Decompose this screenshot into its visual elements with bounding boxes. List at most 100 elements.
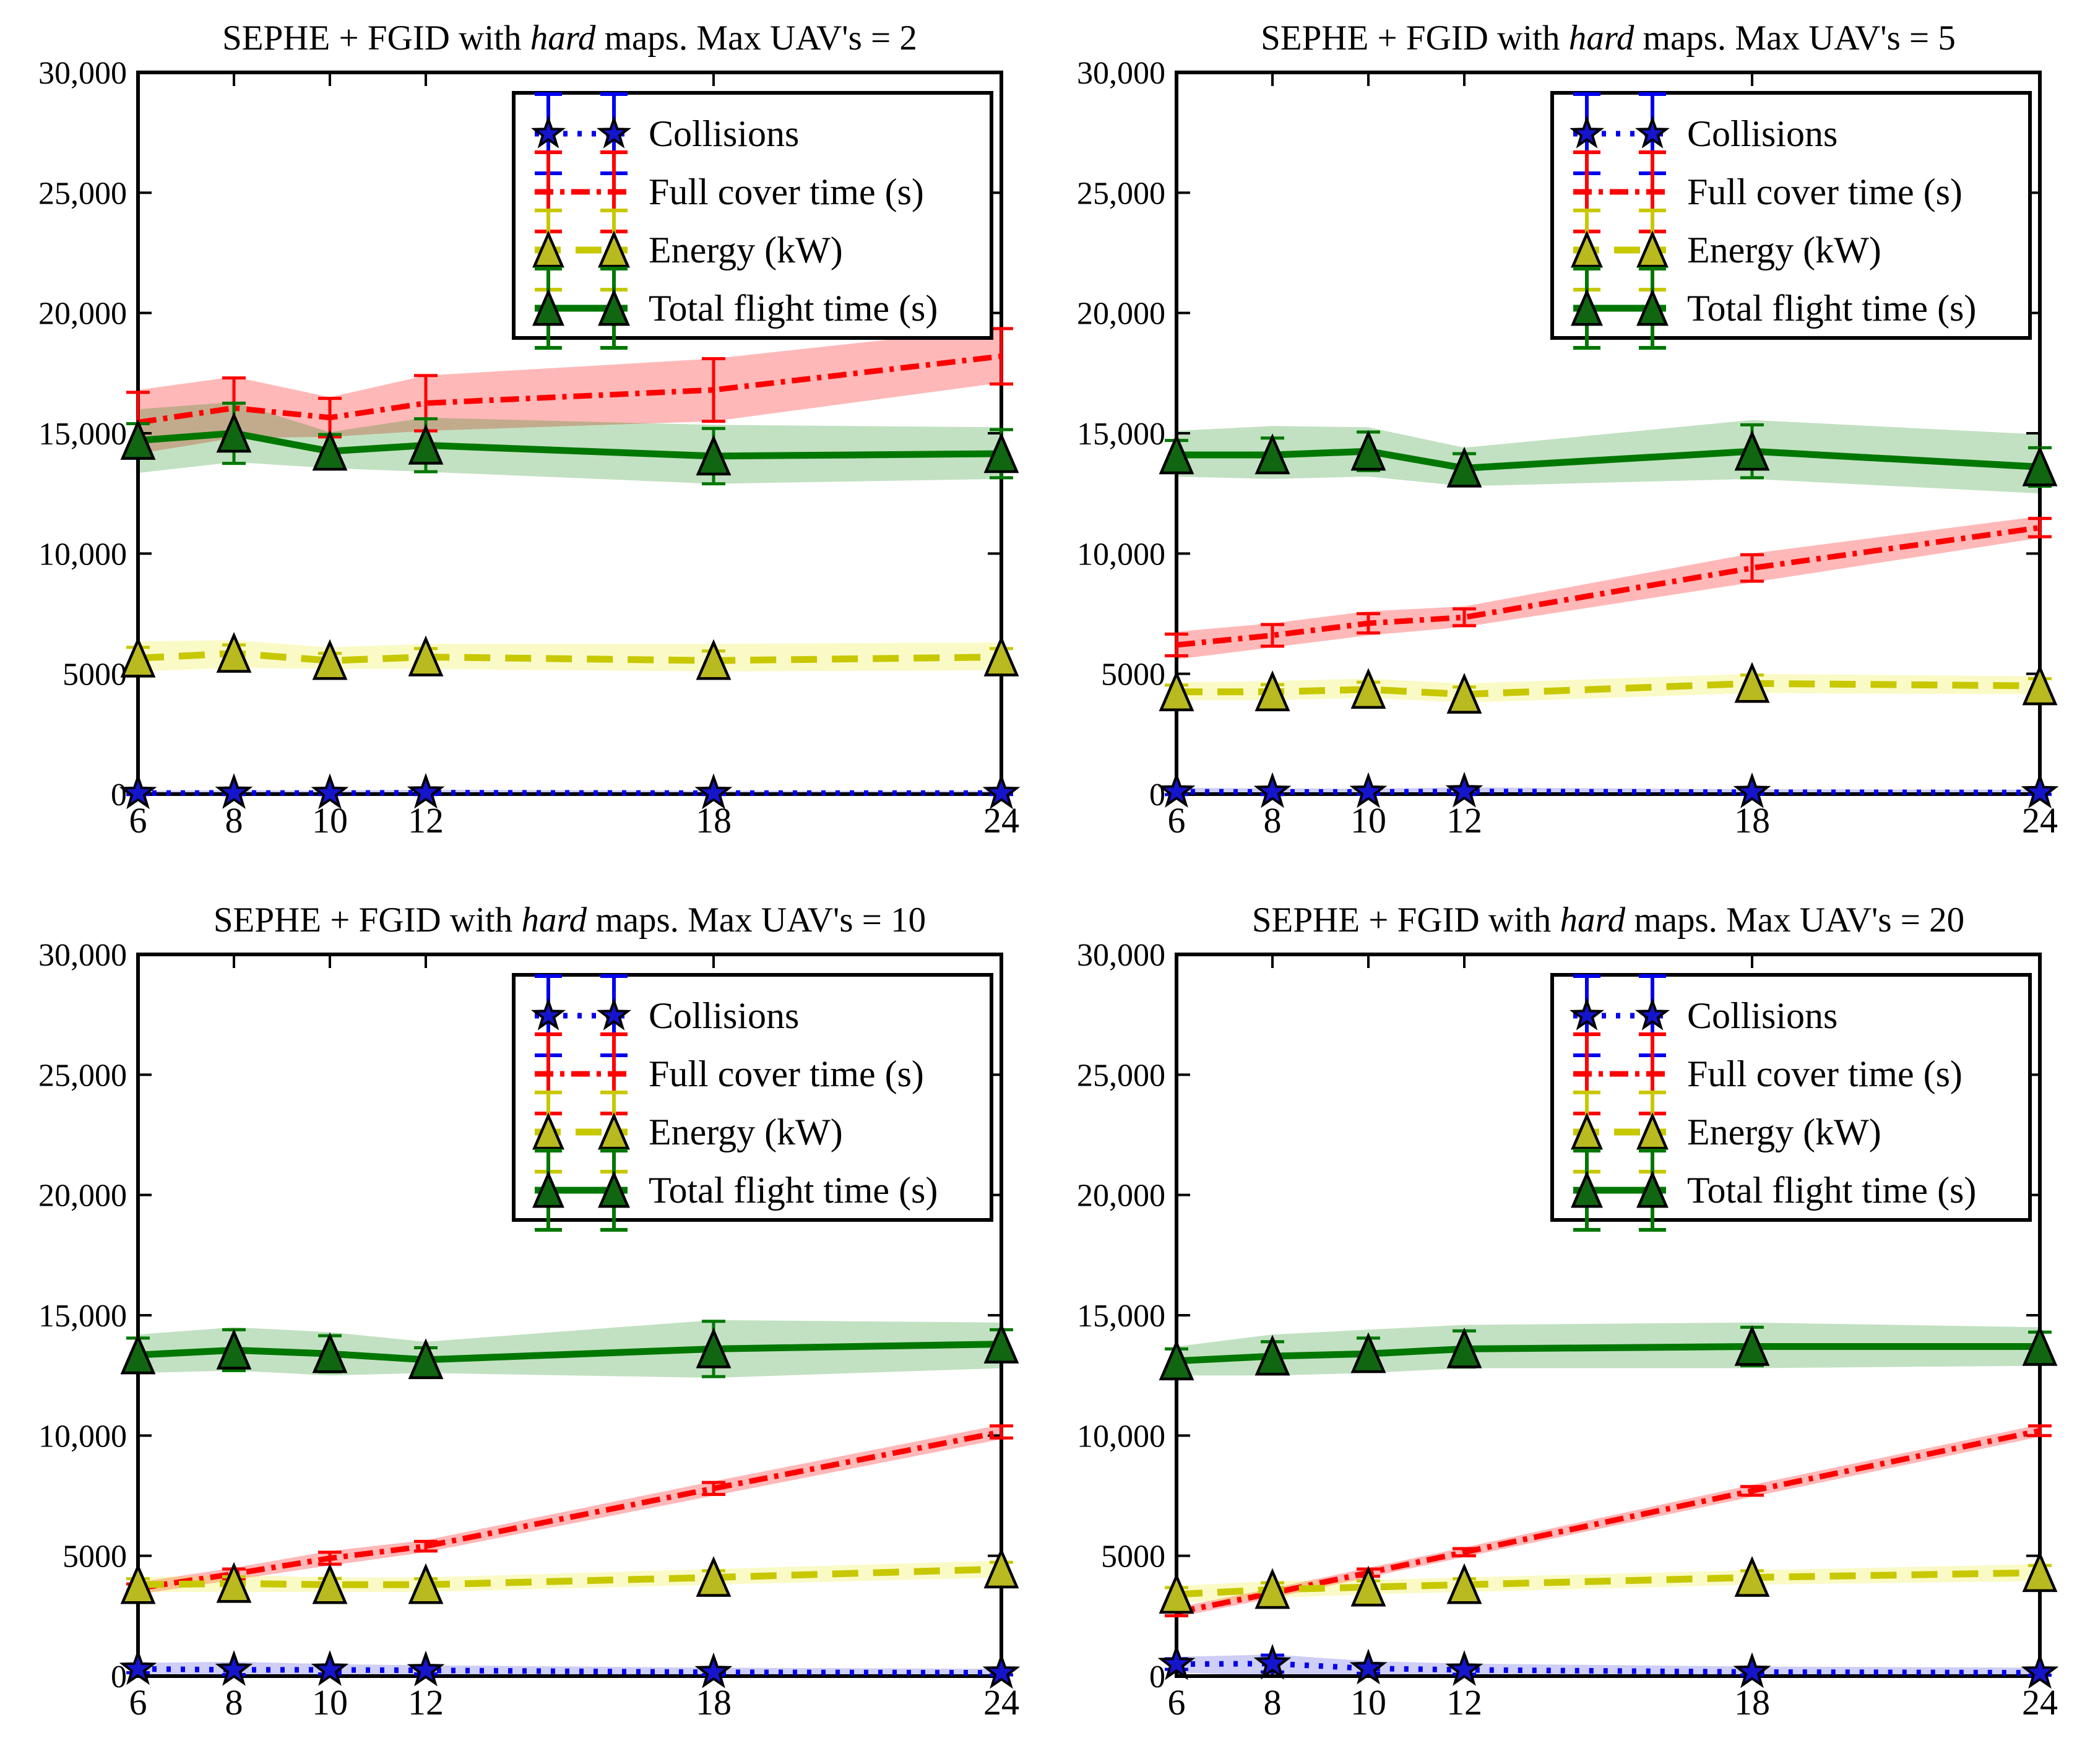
axis-box: 6 8 10 12 18 24 0 5000 10,000 15,000 20,000 25,000 3…: [1077, 938, 2058, 1723]
star-marker: [215, 1649, 253, 1686]
y-tick-label: 10,000: [1077, 1419, 1165, 1454]
star-marker: [982, 773, 1021, 810]
legend: Collisions Full cover time (s) Energy (kW)…: [1550, 91, 2032, 350]
legend-label: Full cover time (s): [649, 1053, 924, 1094]
triangle-marker: [216, 631, 252, 673]
legend-label: Collisions: [649, 995, 799, 1036]
triangle-marker: [1350, 430, 1386, 471]
triangle-marker: [2022, 1551, 2058, 1593]
star-marker: [1445, 1649, 1483, 1686]
triangle-marker: [120, 636, 156, 678]
triangle-marker: [983, 432, 1019, 473]
legend-item-collisions: Collisions: [1569, 974, 1837, 1057]
star-marker: [215, 773, 253, 809]
y-tick-label: 20,000: [38, 296, 127, 332]
triangle-marker: [408, 1563, 444, 1604]
x-tick-label: 12: [408, 800, 444, 841]
series-collisions: [119, 772, 1021, 810]
triangle-marker: [1636, 1170, 1669, 1208]
series-line-total_flight: [1177, 447, 2040, 472]
x-tick-label: 24: [2022, 800, 2058, 841]
triangle-marker: [1734, 1325, 1770, 1366]
series-line-energy: [137, 650, 1002, 664]
series-collisions: [1157, 1643, 2059, 1689]
triangle-marker: [1734, 1555, 1770, 1597]
legend-label: Full cover time (s): [1687, 1053, 1963, 1094]
triangle-marker: [1734, 662, 1770, 703]
triangle-marker: [696, 435, 732, 476]
triangle-marker: [1571, 1112, 1603, 1150]
triangle-marker: [120, 1563, 156, 1604]
y-tick-label: 0: [1149, 1659, 1165, 1695]
legend-item-energy: Energy (kW): [1571, 209, 1881, 292]
chart-title: SEPHE + FGID with hard maps. Max UAV's =…: [214, 901, 926, 940]
legend: Collisions Full cover time (s) Energy (kW)…: [512, 91, 993, 350]
triangle-marker: [312, 1563, 348, 1604]
legend: Collisions Full cover time (s) Energy (kW)…: [512, 973, 993, 1232]
y-tick-label: 0: [111, 777, 127, 813]
series-line-energy: [137, 1565, 1002, 1588]
star-marker: [982, 1653, 1021, 1689]
triangle-marker: [983, 1547, 1019, 1589]
y-tick-label: 25,000: [38, 176, 127, 211]
y-tick-label: 0: [1149, 777, 1165, 813]
star-marker: [1634, 115, 1670, 149]
triangle-marker: [598, 1112, 630, 1150]
triangle-marker: [2022, 1325, 2058, 1366]
x-tick-label: 18: [1734, 1682, 1770, 1723]
triangle-marker: [2022, 445, 2058, 486]
triangle-marker: [532, 230, 564, 268]
series-total_flight: [120, 401, 1019, 486]
x-tick-label: 8: [225, 1682, 243, 1723]
star-marker: [694, 1652, 733, 1688]
triangle-marker: [312, 639, 348, 680]
star-marker: [530, 997, 566, 1031]
series-line-total_flight: [137, 1341, 1002, 1364]
subplot-max-uavs-5: 6 8 10 12 18 24 0 5000 10,000 15,000 20,000 25,000 3…: [1038, 0, 2077, 882]
triangle-marker: [120, 418, 156, 460]
x-tick-label: 12: [1446, 1682, 1482, 1723]
triangle-marker: [1571, 288, 1603, 326]
x-tick-label: 10: [1350, 1682, 1386, 1723]
triangle-marker: [1159, 433, 1194, 475]
triangle-marker: [532, 1112, 564, 1150]
legend: Collisions Full cover time (s) Energy (kW)…: [1550, 973, 2032, 1232]
band-total_flight: [138, 1320, 1001, 1378]
x-tick-label: 18: [696, 1682, 732, 1723]
y-tick-label: 15,000: [38, 417, 127, 452]
triangle-marker: [532, 288, 564, 326]
triangle-marker: [1350, 1332, 1386, 1373]
series-energy: [120, 631, 1019, 680]
star-marker: [119, 773, 157, 810]
x-tick-label: 10: [312, 1682, 348, 1723]
triangle-marker: [1159, 1573, 1194, 1614]
legend-item-full_cover: Full cover time (s): [535, 1032, 924, 1115]
legend-item-full_cover: Full cover time (s): [1573, 150, 1963, 233]
legend-label: Full cover time (s): [1687, 171, 1963, 212]
triangle-marker: [696, 1555, 732, 1597]
x-tick-label: 24: [983, 1682, 1019, 1723]
x-tick-label: 18: [696, 800, 732, 841]
triangle-marker: [598, 1170, 630, 1208]
x-tick-label: 8: [225, 800, 243, 841]
triangle-marker: [1254, 670, 1290, 712]
legend-label: Full cover time (s): [649, 171, 924, 212]
star-marker: [1157, 1644, 1196, 1680]
star-marker: [311, 773, 349, 810]
star-marker: [1349, 772, 1388, 808]
triangle-marker: [312, 1332, 348, 1373]
triangle-marker: [1254, 1568, 1290, 1609]
series-line-energy: [1176, 1569, 2040, 1598]
triangle-marker: [1159, 670, 1194, 712]
series-total_flight: [1159, 423, 2058, 488]
star-marker: [407, 772, 445, 809]
band-full_cover: [138, 327, 1001, 454]
y-tick-label: 5000: [1101, 1539, 1165, 1575]
star-marker: [407, 1650, 445, 1687]
triangle-marker: [120, 1333, 156, 1375]
y-tick-label: 15,000: [1077, 1299, 1165, 1334]
y-tick-label: 5000: [63, 657, 127, 693]
x-tick-label: 12: [1446, 800, 1482, 841]
triangle-marker: [696, 639, 732, 680]
